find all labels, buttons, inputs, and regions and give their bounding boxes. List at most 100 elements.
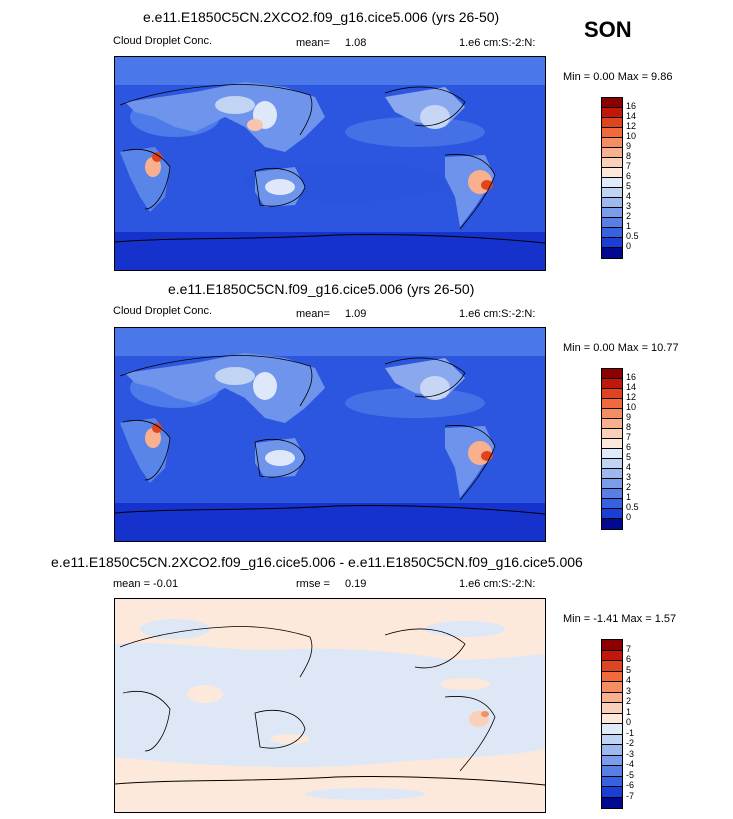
- panel2-colorbar-swatch: [602, 379, 622, 389]
- panel3-colorbar-swatch: [602, 650, 622, 661]
- panel3-colorbar-swatch: [602, 682, 622, 693]
- panel3-rmse-value: 0.19: [345, 578, 367, 590]
- season-label: SON: [584, 17, 632, 42]
- panel2-colorbar-swatch: [602, 519, 622, 529]
- panel1-colorbar-label: 3: [626, 201, 632, 211]
- panel3-colorbar-swatch: [602, 724, 622, 735]
- panel3-colorbar-label: 1: [626, 707, 632, 717]
- panel1-map-graphic: [115, 57, 545, 270]
- panel1-colorbar-label: 10: [626, 131, 637, 141]
- panel3-colorbar-label: -6: [626, 780, 635, 790]
- panel3-colorbar-label: -7: [626, 791, 635, 801]
- panel1-units: 1.e6 cm:S:-2:N:: [459, 37, 536, 49]
- panel3-colorbar-label: 2: [626, 696, 632, 706]
- panel3-colorbar: [601, 639, 623, 809]
- panel3-map-graphic: [115, 599, 545, 812]
- panel3-minmax: Min = -1.41 Max = 1.57: [563, 613, 677, 625]
- panel3-colorbar-swatch: [602, 692, 622, 703]
- panel2-colorbar-label: 5: [626, 452, 632, 462]
- panel1-colorbar-label: 9: [626, 141, 632, 151]
- panel3-colorbar-label: -3: [626, 749, 635, 759]
- panel2-colorbar: [601, 368, 623, 530]
- panel1-colorbar-swatch: [602, 138, 622, 148]
- panel2-mean-value: 1.09: [345, 308, 367, 320]
- panel3-colorbar-label: -4: [626, 759, 635, 769]
- panel1-colorbar-label: 4: [626, 191, 632, 201]
- panel2-colorbar-swatch: [602, 409, 622, 419]
- panel1-colorbar-label: 1: [626, 221, 632, 231]
- panel2-colorbar-swatch: [602, 399, 622, 409]
- panel3-units: 1.e6 cm:S:-2:N:: [459, 578, 536, 590]
- panel1-colorbar-label: 5: [626, 181, 632, 191]
- panel2-colorbar-swatch: [602, 389, 622, 399]
- panel2-colorbar-swatch: [602, 489, 622, 499]
- panel3-colorbar-swatch: [602, 797, 622, 808]
- panel1-variable-label: Cloud Droplet Conc.: [113, 35, 213, 47]
- panel3-rmse-label: rmse =: [296, 578, 330, 590]
- panel3-colorbar-swatch: [602, 766, 622, 777]
- panel2-colorbar-label: 2: [626, 482, 632, 492]
- panel1-colorbar-label: 16: [626, 101, 637, 111]
- panel1-colorbar-swatch: [602, 198, 622, 208]
- panel3-colorbar-label: 7: [626, 644, 632, 654]
- panel2-colorbar-label: 12: [626, 392, 637, 402]
- panel2-colorbar-swatch: [602, 469, 622, 479]
- panel1-colorbar-label: 6: [626, 171, 632, 181]
- panel3-colorbar-swatch: [602, 713, 622, 724]
- panel2-colorbar-label: 16: [626, 372, 637, 382]
- panel2-colorbar-swatch: [602, 449, 622, 459]
- panel3-colorbar-label: -5: [626, 770, 635, 780]
- panel1-colorbar-swatch: [602, 248, 622, 258]
- panel3-colorbar-swatch: [602, 661, 622, 672]
- panel1-colorbar-swatch: [602, 208, 622, 218]
- panel1-colorbar-label: 0.5: [626, 231, 639, 241]
- panel1-colorbar-label: 2: [626, 211, 632, 221]
- panel2-colorbar-swatch: [602, 499, 622, 509]
- panel3-colorbar-label: 0: [626, 717, 632, 727]
- panel2-colorbar-swatch: [602, 509, 622, 519]
- panel3-colorbar-swatch: [602, 703, 622, 714]
- panel2-colorbar-label: 0.5: [626, 502, 639, 512]
- panel1-map: [114, 56, 546, 271]
- panel1-colorbar-swatch: [602, 148, 622, 158]
- panel3-colorbar-label: 5: [626, 665, 632, 675]
- panel3-colorbar-label: 4: [626, 675, 632, 685]
- panel2-colorbar-label: 7: [626, 432, 632, 442]
- panel1-colorbar-swatch: [602, 228, 622, 238]
- panel3-colorbar-label: 3: [626, 686, 632, 696]
- panel2-colorbar-label: 9: [626, 412, 632, 422]
- panel2-colorbar-label: 8: [626, 422, 632, 432]
- panel1-colorbar-label: 12: [626, 121, 637, 131]
- panel3-title: e.e11.E1850C5CN.2XCO2.f09_g16.cice5.006 …: [51, 554, 583, 570]
- panel1-colorbar-swatch: [602, 188, 622, 198]
- panel3-colorbar-swatch: [602, 787, 622, 798]
- panel1-mean-value: 1.08: [345, 37, 367, 49]
- panel3-colorbar-swatch: [602, 755, 622, 766]
- panel3-mean-label: mean = -0.01: [113, 578, 179, 590]
- panel1-colorbar-swatch: [602, 128, 622, 138]
- panel2-colorbar-swatch: [602, 419, 622, 429]
- panel1-colorbar-label: 14: [626, 111, 637, 121]
- panel1-colorbar-swatch: [602, 218, 622, 228]
- panel3-colorbar-label: -2: [626, 738, 635, 748]
- panel1-minmax: Min = 0.00 Max = 9.86: [563, 71, 673, 83]
- panel2-colorbar-label: 0: [626, 512, 632, 522]
- panel1-colorbar-swatch: [602, 238, 622, 248]
- panel1-colorbar-swatch: [602, 158, 622, 168]
- panel2-colorbar-swatch: [602, 429, 622, 439]
- panel1-colorbar-swatch: [602, 98, 622, 108]
- panel2-colorbar-label: 3: [626, 472, 632, 482]
- panel3-colorbar-swatch: [602, 745, 622, 756]
- panel2-colorbar-swatch: [602, 459, 622, 469]
- panel3-colorbar-swatch: [602, 640, 622, 651]
- panel2-colorbar-label: 4: [626, 462, 632, 472]
- panel1-colorbar-swatch: [602, 168, 622, 178]
- panel2-colorbar-label: 1: [626, 492, 632, 502]
- panel2-colorbar-swatch: [602, 369, 622, 379]
- panel2-units: 1.e6 cm:S:-2:N:: [459, 308, 536, 320]
- panel2-colorbar-label: 6: [626, 442, 632, 452]
- panel2-minmax: Min = 0.00 Max = 10.77: [563, 342, 679, 354]
- panel3-colorbar-swatch: [602, 776, 622, 787]
- panel1-colorbar-swatch: [602, 118, 622, 128]
- panel3-colorbar-swatch: [602, 734, 622, 745]
